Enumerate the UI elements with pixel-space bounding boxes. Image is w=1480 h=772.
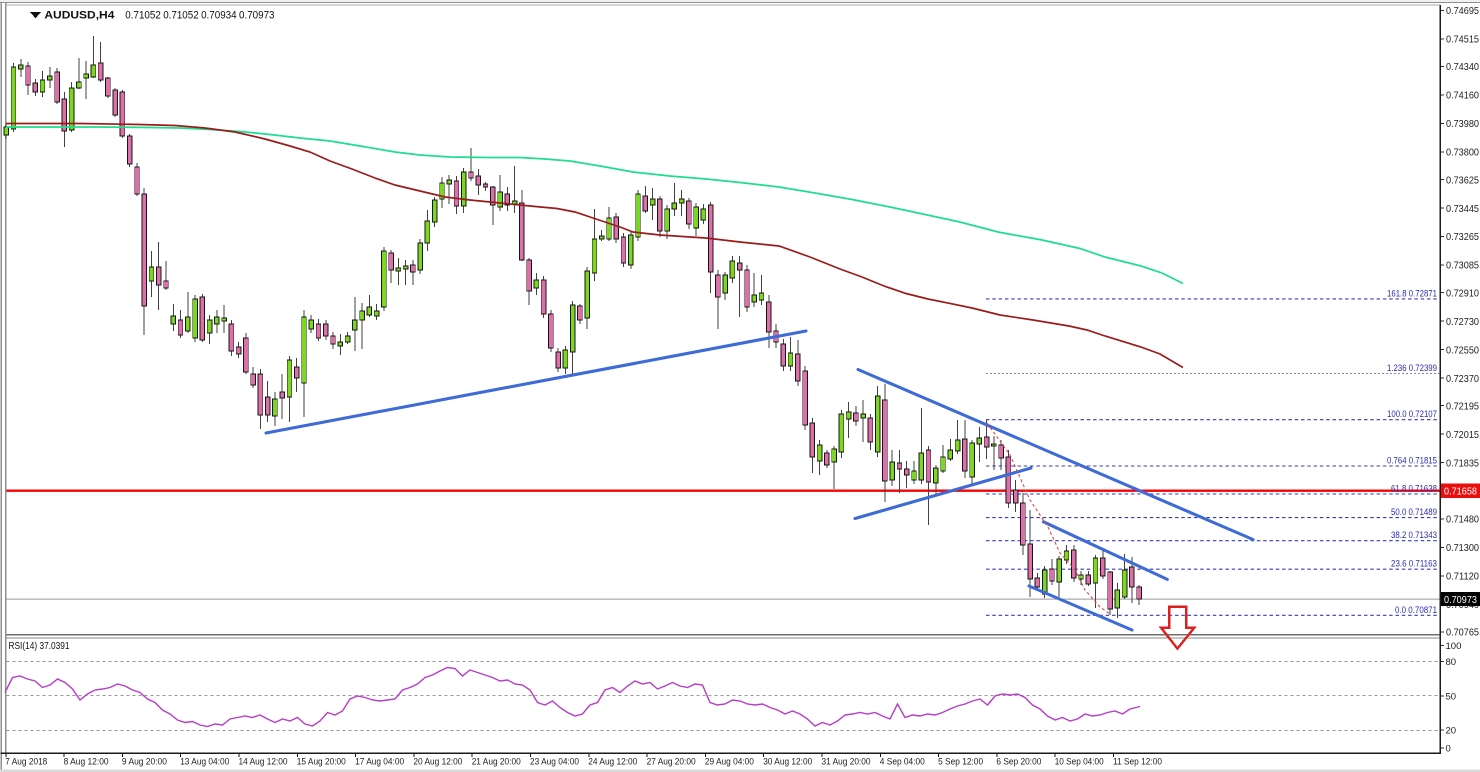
svg-text:0.71120: 0.71120 xyxy=(1446,571,1479,583)
svg-text:0.74695: 0.74695 xyxy=(1446,5,1479,17)
svg-text:14 Aug 12:00: 14 Aug 12:00 xyxy=(239,757,288,768)
svg-text:8 Aug 12:00: 8 Aug 12:00 xyxy=(64,757,109,768)
svg-text:80: 80 xyxy=(1446,657,1457,668)
svg-text:0.72910: 0.72910 xyxy=(1446,287,1479,299)
svg-text:21 Aug 20:00: 21 Aug 20:00 xyxy=(472,757,521,768)
svg-text:17 Aug 04:00: 17 Aug 04:00 xyxy=(355,757,404,768)
svg-text:0.73085: 0.73085 xyxy=(1446,260,1479,272)
svg-text:0.74160: 0.74160 xyxy=(1446,90,1479,102)
svg-text:50: 50 xyxy=(1446,691,1457,702)
svg-text:27 Aug 20:00: 27 Aug 20:00 xyxy=(647,757,696,768)
svg-text:0.74515: 0.74515 xyxy=(1446,34,1479,46)
svg-text:0.72015: 0.72015 xyxy=(1446,429,1479,441)
svg-text:0.73625: 0.73625 xyxy=(1446,174,1479,186)
svg-text:0.71052: 0.71052 xyxy=(125,10,161,22)
svg-text:0.71835: 0.71835 xyxy=(1446,457,1479,469)
svg-text:20 Aug 12:00: 20 Aug 12:00 xyxy=(413,757,462,768)
svg-text:0.0 0.70871: 0.0 0.70871 xyxy=(1395,605,1437,616)
svg-text:0.764 0.71815: 0.764 0.71815 xyxy=(1387,456,1437,467)
svg-text:0.74340: 0.74340 xyxy=(1446,61,1479,73)
svg-text:24 Aug 12:00: 24 Aug 12:00 xyxy=(588,757,637,768)
svg-text:0.71300: 0.71300 xyxy=(1446,542,1479,554)
svg-text:0.71658: 0.71658 xyxy=(1444,486,1477,498)
svg-text:0.73445: 0.73445 xyxy=(1446,203,1479,215)
svg-text:61.8 0.71638: 61.8 0.71638 xyxy=(1391,484,1437,495)
svg-text:0.72370: 0.72370 xyxy=(1446,373,1479,385)
svg-text:38.2 0.71343: 38.2 0.71343 xyxy=(1391,530,1437,541)
svg-text:100: 100 xyxy=(1446,641,1462,652)
svg-text:7 Aug 2018: 7 Aug 2018 xyxy=(5,757,47,768)
svg-text:31 Aug 20:00: 31 Aug 20:00 xyxy=(822,757,871,768)
svg-text:0.73265: 0.73265 xyxy=(1446,231,1479,243)
svg-text:100.0 0.72107: 100.0 0.72107 xyxy=(1387,409,1437,420)
svg-text:11 Sep 12:00: 11 Sep 12:00 xyxy=(1113,757,1162,768)
svg-text:30 Aug 12:00: 30 Aug 12:00 xyxy=(763,757,812,768)
svg-text:0.70973: 0.70973 xyxy=(239,10,275,22)
svg-text:AUDUSD,H4: AUDUSD,H4 xyxy=(44,10,115,22)
svg-text:4 Sep 04:00: 4 Sep 04:00 xyxy=(880,757,925,768)
svg-text:5 Sep 12:00: 5 Sep 12:00 xyxy=(938,757,983,768)
svg-text:0.70934: 0.70934 xyxy=(201,10,237,22)
svg-text:0.72550: 0.72550 xyxy=(1446,344,1479,356)
svg-text:23 Aug 04:00: 23 Aug 04:00 xyxy=(530,757,579,768)
svg-text:50.0 0.71489: 50.0 0.71489 xyxy=(1391,507,1437,518)
svg-text:0.71480: 0.71480 xyxy=(1446,514,1479,526)
svg-text:23.6 0.71163: 23.6 0.71163 xyxy=(1391,559,1437,570)
svg-text:0.72730: 0.72730 xyxy=(1446,316,1479,328)
svg-text:10 Sep 04:00: 10 Sep 04:00 xyxy=(1055,757,1104,768)
svg-text:RSI(14) 37.0391: RSI(14) 37.0391 xyxy=(9,640,70,652)
svg-text:13 Aug 04:00: 13 Aug 04:00 xyxy=(180,757,229,768)
svg-text:0.70973: 0.70973 xyxy=(1444,594,1477,606)
svg-text:29 Aug 04:00: 29 Aug 04:00 xyxy=(705,757,754,768)
svg-text:9 Aug 20:00: 9 Aug 20:00 xyxy=(122,757,167,768)
svg-text:0.71052: 0.71052 xyxy=(163,10,199,22)
svg-text:0.72195: 0.72195 xyxy=(1446,400,1479,412)
svg-text:0.73980: 0.73980 xyxy=(1446,118,1479,130)
svg-text:0.73800: 0.73800 xyxy=(1446,147,1479,159)
svg-text:20: 20 xyxy=(1446,726,1457,737)
svg-text:0: 0 xyxy=(1446,743,1451,754)
svg-text:161.8 0.72871: 161.8 0.72871 xyxy=(1387,288,1437,299)
svg-text:0.70765: 0.70765 xyxy=(1446,627,1479,639)
svg-text:6 Sep 20:00: 6 Sep 20:00 xyxy=(996,757,1041,768)
svg-text:15 Aug 20:00: 15 Aug 20:00 xyxy=(297,757,346,768)
svg-text:1.236 0.72399: 1.236 0.72399 xyxy=(1387,363,1437,374)
